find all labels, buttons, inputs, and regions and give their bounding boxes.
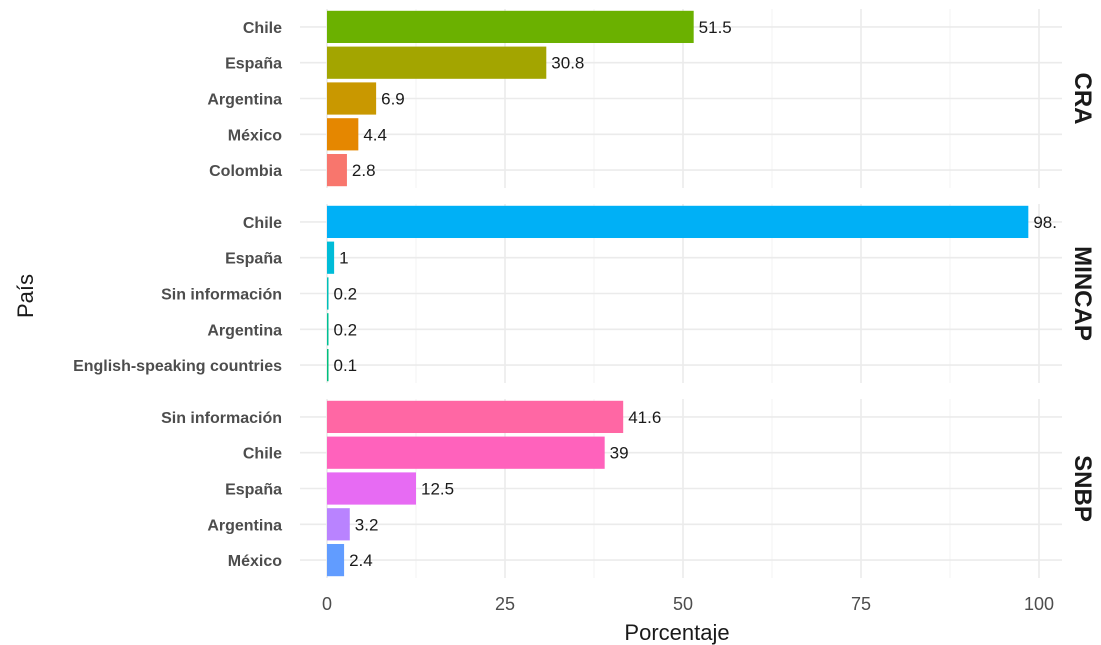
value-label: 41.6: [628, 408, 661, 427]
category-label: España: [225, 251, 282, 268]
labels: Chile 51.5 España 30.8 Argentina 6.9 México 4.4…: [73, 18, 1096, 570]
category-label: Sin información: [161, 287, 282, 304]
category-label: Sin información: [161, 410, 282, 427]
facet-strip-label: CRA: [1069, 73, 1096, 125]
bar: [327, 153, 347, 187]
facet-strip-label: SNBP: [1069, 455, 1096, 522]
value-label: 3.2: [355, 515, 379, 534]
value-label: 6.9: [381, 90, 405, 109]
value-label: 39: [610, 444, 629, 463]
category-label: Argentina: [207, 517, 282, 534]
category-label: Chile: [243, 215, 282, 232]
category-label: México: [228, 553, 282, 570]
value-label: 0.2: [334, 320, 358, 339]
facet-strip-label: MINCAP: [1069, 246, 1096, 341]
bar: [327, 436, 605, 469]
value-label: 2.4: [349, 551, 373, 570]
bar: [327, 313, 329, 346]
value-label: 98.: [1033, 213, 1057, 232]
value-label: 2.8: [352, 161, 376, 180]
y-axis-title: País: [13, 274, 38, 318]
category-label: Chile: [243, 20, 282, 37]
category-label: English-speaking countries: [73, 358, 282, 375]
category-label: España: [225, 56, 282, 73]
x-tick-label: 50: [673, 594, 693, 614]
category-label: Chile: [243, 446, 282, 463]
category-label: Argentina: [207, 92, 282, 109]
bar: [327, 241, 335, 274]
x-axis-title: Porcentaje: [624, 620, 729, 645]
value-label: 30.8: [551, 54, 584, 73]
value-label: 1: [339, 249, 348, 268]
value-label: 4.4: [363, 125, 387, 144]
bar: [327, 205, 1029, 239]
bar: [327, 400, 624, 434]
bar: [327, 508, 350, 541]
x-tick-label: 75: [851, 594, 871, 614]
value-label: 51.5: [699, 18, 732, 37]
bar: [327, 348, 329, 382]
bar: [327, 472, 416, 505]
category-label: Colombia: [209, 163, 282, 180]
bar: [327, 118, 359, 151]
bar: [327, 277, 329, 310]
bar: [327, 543, 345, 577]
category-label: México: [228, 127, 282, 144]
x-tick-label: 100: [1024, 594, 1054, 614]
category-label: Argentina: [207, 322, 282, 339]
x-tick-label: 25: [495, 594, 515, 614]
value-label: 12.5: [421, 480, 454, 499]
x-axis: 0 25 50 75 100: [322, 594, 1054, 614]
bar: [327, 82, 377, 115]
bar: [327, 46, 547, 79]
grid: [300, 9, 1062, 578]
bars: [327, 10, 1029, 577]
x-tick-label: 0: [322, 594, 332, 614]
bar: [327, 10, 694, 44]
value-label: 0.1: [334, 356, 358, 375]
category-label: España: [225, 482, 282, 499]
value-label: 0.2: [334, 285, 358, 304]
